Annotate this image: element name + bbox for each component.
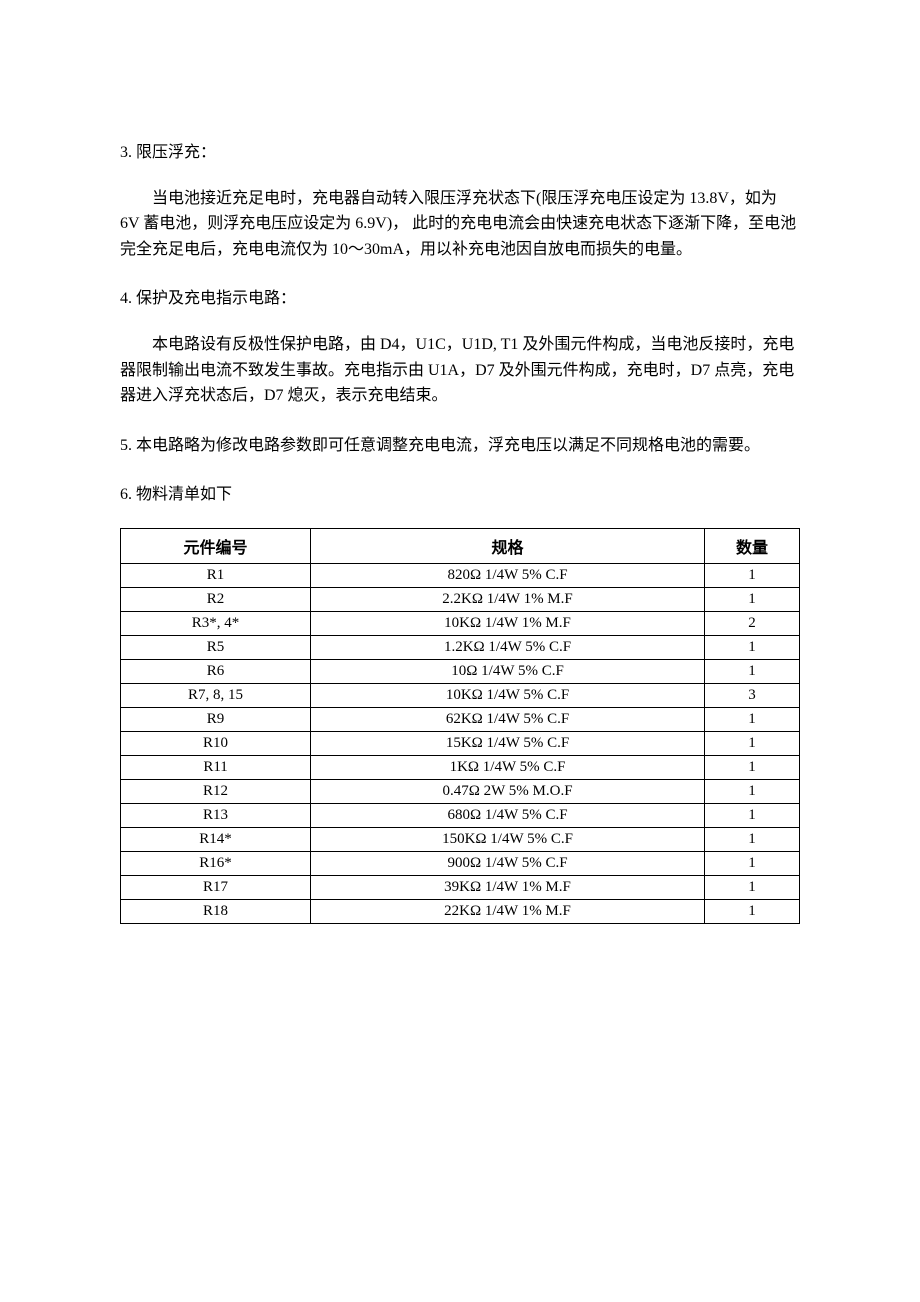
table-cell: 1 xyxy=(704,587,799,611)
table-cell: R14* xyxy=(121,827,311,851)
table-cell: R1 xyxy=(121,563,311,587)
table-body: R1820Ω 1/4W 5% C.F1R22.2KΩ 1/4W 1% M.F1R… xyxy=(121,563,800,923)
table-cell: R18 xyxy=(121,899,311,923)
table-cell: 10KΩ 1/4W 5% C.F xyxy=(311,683,705,707)
table-cell: R2 xyxy=(121,587,311,611)
section-3-paragraph: 当电池接近充足电时，充电器自动转入限压浮充状态下(限压浮充电压设定为 13.8V… xyxy=(120,186,800,263)
table-cell: 39KΩ 1/4W 1% M.F xyxy=(311,875,705,899)
bom-table: 元件编号 规格 数量 R1820Ω 1/4W 5% C.F1R22.2KΩ 1/… xyxy=(120,528,800,924)
table-cell: 1 xyxy=(704,707,799,731)
table-cell: 1.2KΩ 1/4W 5% C.F xyxy=(311,635,705,659)
table-row: R111KΩ 1/4W 5% C.F1 xyxy=(121,755,800,779)
section-4-paragraph: 本电路设有反极性保护电路，由 D4，U1C，U1D, T1 及外围元件构成，当电… xyxy=(120,332,800,409)
table-cell: 62KΩ 1/4W 5% C.F xyxy=(311,707,705,731)
table-row: R7, 8, 1510KΩ 1/4W 5% C.F3 xyxy=(121,683,800,707)
section-4-heading: 4. 保护及充电指示电路： xyxy=(120,286,800,312)
col-header-qty: 数量 xyxy=(704,528,799,563)
section-3-text: 当电池接近充足电时，充电器自动转入限压浮充状态下(限压浮充电压设定为 13.8V… xyxy=(120,190,796,258)
table-cell: R3*, 4* xyxy=(121,611,311,635)
table-cell: R13 xyxy=(121,803,311,827)
table-cell: 22KΩ 1/4W 1% M.F xyxy=(311,899,705,923)
section-4-text: 本电路设有反极性保护电路，由 D4，U1C，U1D, T1 及外围元件构成，当电… xyxy=(120,336,794,404)
table-row: R13680Ω 1/4W 5% C.F1 xyxy=(121,803,800,827)
table-cell: 900Ω 1/4W 5% C.F xyxy=(311,851,705,875)
col-header-spec: 规格 xyxy=(311,528,705,563)
section-6-heading: 6. 物料清单如下 xyxy=(120,482,800,508)
table-cell: 3 xyxy=(704,683,799,707)
table-cell: 10Ω 1/4W 5% C.F xyxy=(311,659,705,683)
table-cell: R9 xyxy=(121,707,311,731)
section-5-heading: 5. 本电路略为修改电路参数即可任意调整充电电流，浮充电压以满足不同规格电池的需… xyxy=(120,433,800,459)
table-cell: R6 xyxy=(121,659,311,683)
table-cell: 1 xyxy=(704,659,799,683)
table-cell: R10 xyxy=(121,731,311,755)
table-cell: 1 xyxy=(704,851,799,875)
table-row: R1822KΩ 1/4W 1% M.F1 xyxy=(121,899,800,923)
table-row: R1820Ω 1/4W 5% C.F1 xyxy=(121,563,800,587)
table-row: R1739KΩ 1/4W 1% M.F1 xyxy=(121,875,800,899)
table-cell: R11 xyxy=(121,755,311,779)
table-cell: 2 xyxy=(704,611,799,635)
table-cell: R17 xyxy=(121,875,311,899)
table-cell: 1KΩ 1/4W 5% C.F xyxy=(311,755,705,779)
table-cell: 1 xyxy=(704,635,799,659)
table-row: R22.2KΩ 1/4W 1% M.F1 xyxy=(121,587,800,611)
col-header-id: 元件编号 xyxy=(121,528,311,563)
table-row: R14*150KΩ 1/4W 5% C.F1 xyxy=(121,827,800,851)
table-cell: 1 xyxy=(704,827,799,851)
table-row: R1015KΩ 1/4W 5% C.F1 xyxy=(121,731,800,755)
table-cell: 150KΩ 1/4W 5% C.F xyxy=(311,827,705,851)
table-cell: 820Ω 1/4W 5% C.F xyxy=(311,563,705,587)
table-row: R610Ω 1/4W 5% C.F1 xyxy=(121,659,800,683)
table-cell: 1 xyxy=(704,731,799,755)
table-cell: 10KΩ 1/4W 1% M.F xyxy=(311,611,705,635)
table-row: R16*900Ω 1/4W 5% C.F1 xyxy=(121,851,800,875)
table-cell: 1 xyxy=(704,875,799,899)
table-cell: 15KΩ 1/4W 5% C.F xyxy=(311,731,705,755)
table-row: R962KΩ 1/4W 5% C.F1 xyxy=(121,707,800,731)
table-row: R3*, 4*10KΩ 1/4W 1% M.F2 xyxy=(121,611,800,635)
table-cell: 0.47Ω 2W 5% M.O.F xyxy=(311,779,705,803)
table-cell: R7, 8, 15 xyxy=(121,683,311,707)
table-cell: R5 xyxy=(121,635,311,659)
table-cell: 1 xyxy=(704,899,799,923)
table-cell: 1 xyxy=(704,803,799,827)
table-cell: R12 xyxy=(121,779,311,803)
table-row: R51.2KΩ 1/4W 5% C.F1 xyxy=(121,635,800,659)
table-cell: 680Ω 1/4W 5% C.F xyxy=(311,803,705,827)
section-3-heading: 3. 限压浮充： xyxy=(120,140,800,166)
table-header-row: 元件编号 规格 数量 xyxy=(121,528,800,563)
table-cell: 1 xyxy=(704,779,799,803)
table-cell: 1 xyxy=(704,755,799,779)
table-cell: 2.2KΩ 1/4W 1% M.F xyxy=(311,587,705,611)
table-cell: 1 xyxy=(704,563,799,587)
table-row: R120.47Ω 2W 5% M.O.F1 xyxy=(121,779,800,803)
table-cell: R16* xyxy=(121,851,311,875)
